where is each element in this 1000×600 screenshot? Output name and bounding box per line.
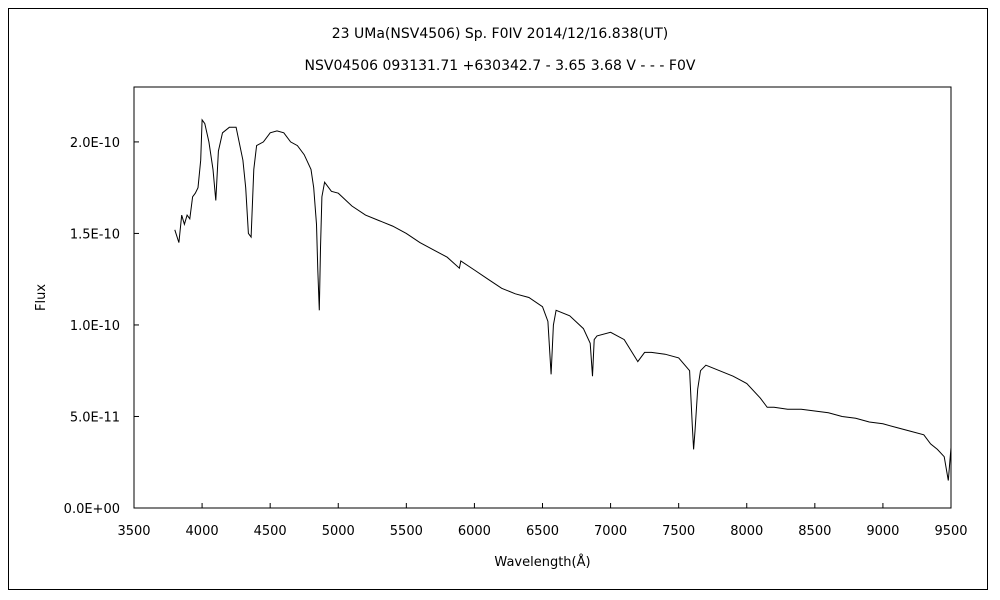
x-tick-label: 7000 [594,524,627,539]
x-tick-label: 7500 [662,524,695,539]
y-axis: 0.0E+00 5.0E-11 1.0E-10 1.5E-10 2.0E-10 [64,136,139,517]
chart-frame [8,8,988,590]
x-tick-label: 8500 [798,524,831,539]
x-tick-label: 3500 [117,524,150,539]
x-tick-label: 6000 [458,524,491,539]
chart-title: 23 UMa(NSV4506) Sp. F0IV 2014/12/16.838(… [331,26,669,42]
spectrum-line [174,118,952,481]
x-tick-label: 9500 [934,524,967,539]
x-tick-label: 4000 [186,524,219,539]
x-tick-label: 6500 [526,524,559,539]
x-axis: 3500 4000 4500 5000 5500 6000 6500 7000 7500 8000… [117,503,968,539]
x-axis-label: Wavelength(Å) [494,554,590,570]
x-tick-label: 8000 [730,524,763,539]
y-tick-label: 5.0E-11 [70,410,120,425]
y-tick-label: 0.0E+00 [64,502,120,517]
x-tick-label: 5000 [322,524,355,539]
chart-subtitle: NSV04506 093131.71 +630342.7 - 3.65 3.68… [304,58,696,74]
y-tick-label: 2.0E-10 [70,136,120,151]
y-tick-label: 1.0E-10 [70,319,120,334]
x-tick-label: 4500 [254,524,287,539]
y-axis-label: Flux [34,284,49,311]
y-tick-label: 1.5E-10 [70,227,120,242]
x-tick-label: 5500 [390,524,423,539]
x-tick-label: 9000 [866,524,899,539]
